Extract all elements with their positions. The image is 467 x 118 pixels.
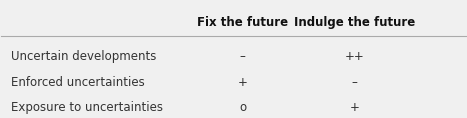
Text: ++: ++ (344, 50, 364, 63)
Text: Enforced uncertainties: Enforced uncertainties (11, 76, 144, 88)
Text: o: o (239, 101, 247, 114)
Text: Indulge the future: Indulge the future (294, 16, 415, 29)
Text: Uncertain developments: Uncertain developments (11, 50, 156, 63)
Text: +: + (349, 101, 359, 114)
Text: –: – (351, 76, 357, 88)
Text: Fix the future: Fix the future (197, 16, 288, 29)
Text: –: – (240, 50, 246, 63)
Text: +: + (238, 76, 248, 88)
Text: Exposure to uncertainties: Exposure to uncertainties (11, 101, 163, 114)
